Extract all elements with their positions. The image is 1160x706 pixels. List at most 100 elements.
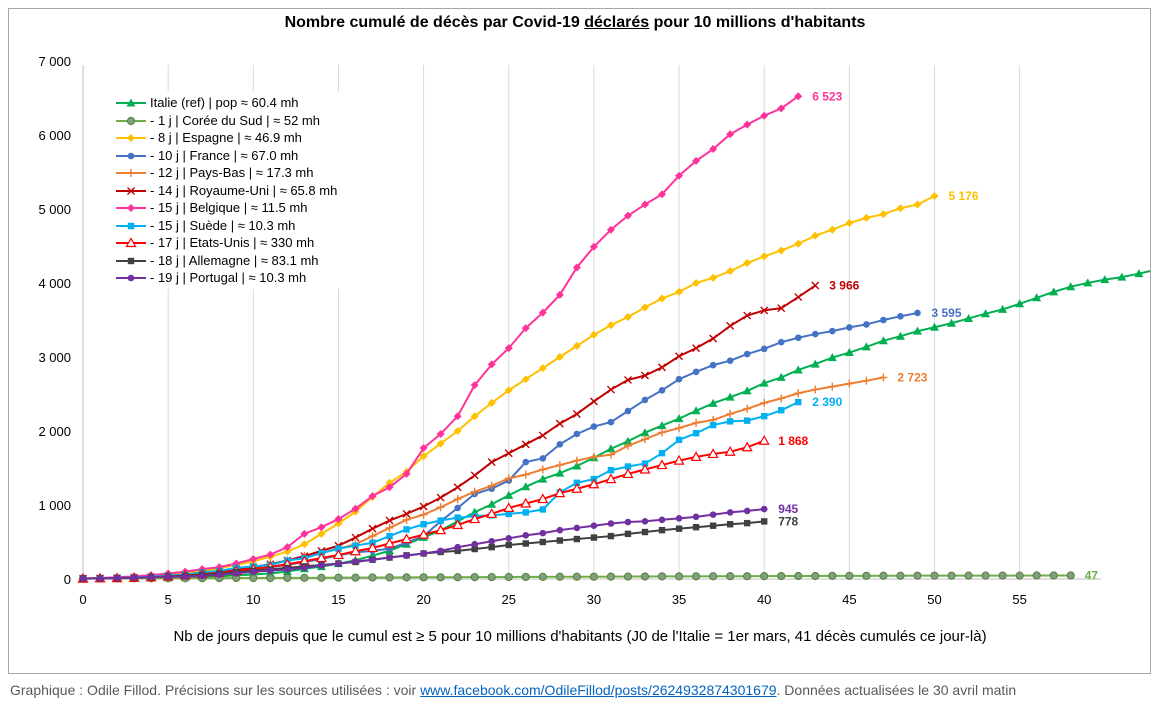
data-point xyxy=(657,421,667,430)
data-point xyxy=(674,414,684,423)
legend-marker xyxy=(125,237,137,248)
data-point xyxy=(504,490,514,499)
data-point xyxy=(794,571,803,581)
data-point xyxy=(811,385,820,394)
data-point xyxy=(674,572,684,581)
end-value-label: 3 595 xyxy=(931,306,961,320)
data-point xyxy=(777,246,786,255)
data-point xyxy=(895,331,905,340)
data-point xyxy=(384,537,396,548)
data-point xyxy=(640,572,650,581)
legend-marker xyxy=(127,169,135,177)
data-point xyxy=(488,537,496,545)
data-point xyxy=(453,483,462,492)
data-point xyxy=(622,468,634,479)
data-point xyxy=(505,535,513,542)
data-point xyxy=(879,210,888,219)
legend-swatch xyxy=(116,169,146,177)
data-point xyxy=(130,574,138,581)
data-point xyxy=(845,219,854,228)
data-point xyxy=(470,381,479,390)
legend-swatch xyxy=(116,186,146,195)
end-value-label: 778 xyxy=(778,514,798,528)
data-point xyxy=(1032,293,1042,302)
data-point xyxy=(454,547,461,555)
data-point xyxy=(419,510,428,519)
data-point xyxy=(418,528,430,539)
data-point xyxy=(401,533,413,544)
end-value-label: 3 966 xyxy=(829,279,859,293)
data-point xyxy=(436,493,445,502)
data-point xyxy=(675,525,683,532)
series-path xyxy=(82,270,1150,580)
data-point xyxy=(862,376,871,385)
x-axis-label: Nb de jours depuis que le cumul est ≥ 5 … xyxy=(173,628,987,645)
data-point xyxy=(351,504,360,513)
data-point xyxy=(96,575,104,582)
legend-swatch xyxy=(116,237,146,248)
data-point xyxy=(127,134,135,142)
data-point xyxy=(1049,571,1058,580)
data-point xyxy=(127,186,135,195)
end-value-label: 2 723 xyxy=(897,370,927,384)
data-point xyxy=(673,454,685,465)
data-point xyxy=(250,568,257,576)
data-point xyxy=(690,451,702,461)
data-point xyxy=(777,104,786,113)
data-point xyxy=(607,532,615,540)
data-point xyxy=(572,572,581,581)
data-point xyxy=(126,98,136,107)
data-point xyxy=(742,386,752,395)
data-point xyxy=(504,474,513,483)
y-tick-label: 2 000 xyxy=(38,424,71,439)
data-point xyxy=(521,572,530,582)
data-point xyxy=(777,394,786,403)
data-point xyxy=(266,573,275,583)
data-point xyxy=(420,521,427,528)
data-point xyxy=(572,341,581,350)
data-point xyxy=(503,502,515,513)
data-point xyxy=(539,529,547,537)
data-point xyxy=(777,571,786,581)
data-point xyxy=(589,397,598,406)
data-point xyxy=(300,529,309,538)
data-point xyxy=(351,533,360,542)
data-point xyxy=(419,573,428,582)
data-point xyxy=(811,231,820,240)
data-point xyxy=(537,493,549,504)
footer-link[interactable]: www.facebook.com/OdileFillod/posts/26249… xyxy=(420,682,777,698)
data-point xyxy=(504,572,513,582)
data-point xyxy=(539,506,547,513)
data-point xyxy=(930,571,939,580)
data-point xyxy=(845,571,854,580)
data-point xyxy=(436,503,445,512)
data-point xyxy=(436,573,445,582)
data-point xyxy=(606,572,616,581)
data-point xyxy=(403,526,410,533)
data-point xyxy=(605,473,617,484)
data-point xyxy=(334,519,343,528)
data-point xyxy=(487,360,496,369)
data-point xyxy=(573,479,581,486)
data-point xyxy=(828,225,837,234)
data-point xyxy=(470,573,479,582)
data-point xyxy=(758,435,770,445)
footer-note: Graphique : Odile Fillod. Précisions sur… xyxy=(10,682,1016,698)
legend-item: - 15 j | Suède | ≈ 10.3 mh xyxy=(108,217,374,235)
data-point xyxy=(658,294,667,303)
data-point xyxy=(366,542,379,553)
data-point xyxy=(453,573,462,582)
data-point xyxy=(709,145,718,154)
data-point xyxy=(419,502,428,511)
title-underlined: déclarés xyxy=(584,14,650,31)
data-point xyxy=(504,386,513,395)
data-point xyxy=(555,572,564,581)
data-point xyxy=(709,334,718,343)
x-tick-label: 5 xyxy=(165,592,172,607)
legend-swatch xyxy=(116,222,146,229)
data-point xyxy=(930,191,939,200)
data-point xyxy=(147,573,155,581)
data-point xyxy=(692,430,700,437)
data-point xyxy=(1100,275,1110,284)
data-point xyxy=(504,449,513,458)
